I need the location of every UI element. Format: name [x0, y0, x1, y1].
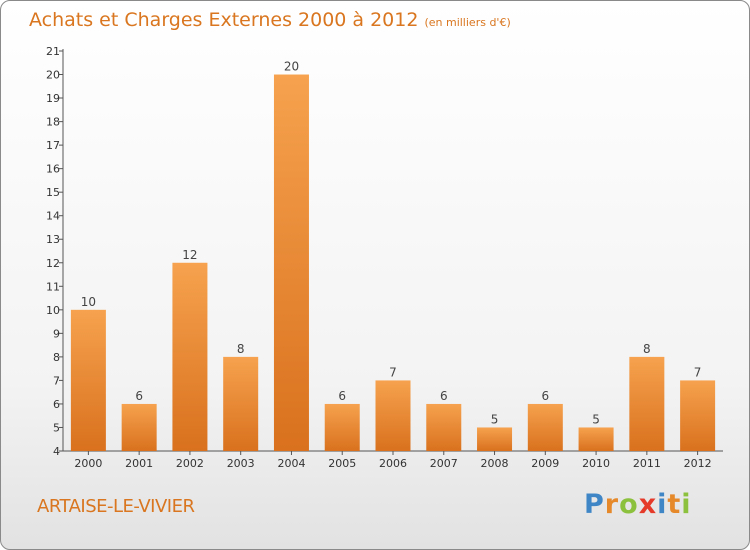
- bar-2012: [680, 380, 716, 451]
- y-tick-label: 17: [46, 139, 60, 152]
- y-tick-label: 9: [53, 327, 60, 340]
- x-tick-label: 2004: [277, 457, 305, 470]
- brand-letter: o: [619, 489, 639, 520]
- chart-subtitle: (en milliers d'€): [424, 16, 511, 29]
- bar-value-label: 7: [389, 365, 397, 379]
- x-tick-label: 2010: [582, 457, 610, 470]
- x-tick-label: 2000: [74, 457, 102, 470]
- bar-value-label: 8: [643, 342, 651, 356]
- x-tick-label: 2003: [227, 457, 255, 470]
- bar-2000: [70, 309, 106, 451]
- bar-value-label: 6: [440, 389, 448, 403]
- bar-value-label: 7: [694, 365, 702, 379]
- x-tick-label: 2006: [379, 457, 407, 470]
- bar-value-label: 5: [592, 412, 600, 426]
- bar-2002: [172, 262, 208, 451]
- y-tick-label: 8: [53, 351, 60, 364]
- bar-2005: [324, 403, 360, 451]
- chart-title-text: Achats et Charges Externes 2000 à 2012: [29, 9, 419, 31]
- brand-letter: P: [584, 489, 605, 520]
- y-tick-label: 16: [46, 163, 60, 176]
- y-tick-label: 4: [53, 445, 60, 458]
- x-tick-label: 2007: [430, 457, 458, 470]
- bar-2004: [273, 74, 309, 451]
- bar-value-label: 8: [237, 342, 245, 356]
- y-tick-label: 10: [46, 304, 60, 317]
- bar-2009: [527, 403, 563, 451]
- x-tick-label: 2002: [176, 457, 204, 470]
- y-tick-label: 18: [46, 116, 60, 129]
- y-tick-label: 15: [46, 186, 60, 199]
- bar-2006: [375, 380, 411, 451]
- y-tick-label: 13: [46, 233, 60, 246]
- bar-2001: [121, 403, 157, 451]
- x-tick-label: 2012: [684, 457, 712, 470]
- y-tick-label: 6: [53, 398, 60, 411]
- y-tick-label: 19: [46, 92, 60, 105]
- x-tick-label: 2001: [125, 457, 153, 470]
- bar-value-label: 6: [541, 389, 549, 403]
- x-tick-label: 2011: [633, 457, 661, 470]
- brand-letter: r: [604, 489, 620, 520]
- bar-value-label: 10: [81, 295, 96, 309]
- brand-letter: t: [667, 489, 682, 520]
- y-tick-label: 11: [46, 280, 60, 293]
- brand-letter: x: [638, 489, 658, 520]
- x-tick-label: 2005: [328, 457, 356, 470]
- bar-value-label: 12: [182, 248, 197, 262]
- bar-2003: [223, 356, 259, 451]
- brand-letter: i: [657, 489, 668, 520]
- brand-logo: Proxiti: [584, 489, 692, 520]
- bar-2010: [578, 427, 614, 451]
- chart-title: Achats et Charges Externes 2000 à 2012 (e…: [29, 9, 511, 31]
- y-tick-label: 7: [53, 374, 60, 387]
- bar-value-label: 6: [135, 389, 143, 403]
- y-tick-label: 14: [46, 210, 60, 223]
- town-name: ARTAISE-LE-VIVIER: [37, 496, 195, 517]
- y-tick-label: 20: [46, 69, 60, 82]
- brand-letter: i: [681, 489, 692, 520]
- bars: 10 6 12 8 20 6 7 6 5 6 5 8 7: [70, 60, 716, 451]
- x-tick-label: 2008: [481, 457, 509, 470]
- bar-2007: [426, 403, 462, 451]
- y-tick-label: 21: [46, 45, 60, 58]
- bar-2008: [477, 427, 513, 451]
- bar-value-label: 5: [491, 412, 499, 426]
- bar-2011: [629, 356, 665, 451]
- bar-value-label: 6: [338, 389, 346, 403]
- y-tick-label: 12: [46, 257, 60, 270]
- y-tick-label: 5: [53, 421, 60, 434]
- bar-value-label: 20: [284, 60, 299, 74]
- x-tick-label: 2009: [531, 457, 559, 470]
